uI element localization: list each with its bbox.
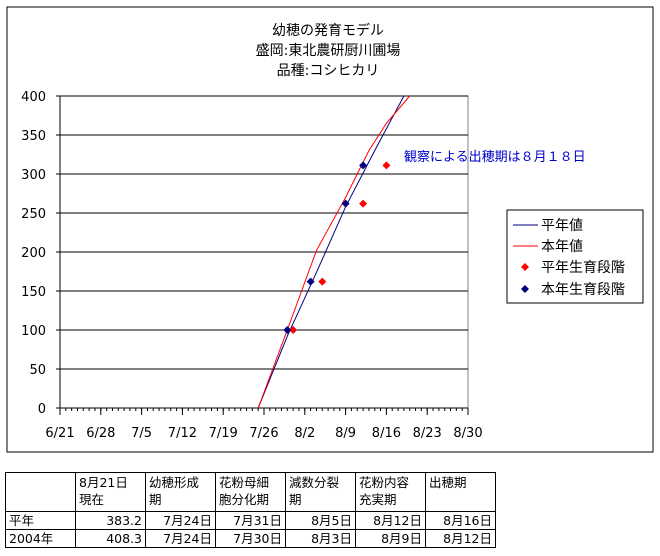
table-row: 2004年 408.3 7月24日 7月30日 8月3日 8月9日 8月12日 [5,529,496,548]
y-tick-label: 100 [21,324,46,339]
x-tick-label: 7/19 [209,426,238,441]
table-cell: 408.3 [75,529,146,548]
series-line-0 [257,95,405,409]
x-tick-label: 8/30 [453,426,482,441]
legend-marker-normal-stage [521,263,529,271]
table-header-row: 8月21日 現在 幼穂形成 期 花粉母細 胞分化期 減数分裂 期 花粉内容 充実… [5,472,496,512]
legend-marker-current-stage [521,285,529,293]
table-cell: 平年 [5,511,76,530]
table-header-cell: 花粉内容 充実期 [355,472,426,512]
data-point-3 [359,161,368,170]
table-header-cell: 減数分裂 期 [285,472,356,512]
gridlines [60,95,468,370]
table-cell: 2004年 [5,529,76,548]
table-cell: 7月24日 [145,529,216,548]
data-point-2 [359,199,368,208]
data-point-3 [283,326,292,334]
table-cell: 7月24日 [145,511,216,530]
table-cell: 8月16日 [425,511,496,530]
legend-label-normal-stage: 平年生育段階 [541,260,625,276]
y-tick-label: 250 [21,207,46,222]
x-tick-label: 7/5 [131,426,152,441]
y-tick-label: 400 [21,90,46,105]
table-header-cell: 花粉母細 胞分化期 [215,472,286,512]
table-header-cell: 出穂期 [425,472,496,512]
table-cell: 8月5日 [285,511,356,530]
chart-title-line-1: 幼穂の発育モデル [272,22,384,39]
y-tick-label: 50 [29,363,46,378]
x-tick-label: 7/26 [249,426,278,441]
axes: 0 50 100 150 200 250 300 350 400 6/21 6/28 7/5 7/12 7… [21,90,482,441]
x-tick-label: 8/9 [335,426,356,441]
x-tick-label: 8/16 [372,426,401,441]
table-header-cell [5,472,76,512]
chart-title-line-2: 盛岡:東北農研厨川圃場 [256,43,401,59]
legend: 平年値 本年値 平年生育段階 本年生育段階 [506,209,644,304]
data-point-2 [289,326,298,334]
y-tick-label: 0 [38,402,46,417]
y-tick-label: 200 [21,246,46,261]
data-point-2 [318,277,327,286]
chart: 幼穂の発育モデル 盛岡:東北農研厨川圃場 品種:コシヒカリ 0 50 100 150 2… [6,6,654,453]
x-tick-label: 8/2 [294,426,315,441]
table-cell: 7月30日 [215,529,286,548]
summary-table: 8月21日 現在 幼穂形成 期 花粉母細 胞分化期 減数分裂 期 花粉内容 充実… [5,472,496,548]
y-tick-label: 150 [21,285,46,300]
x-tick-label: 7/12 [168,426,197,441]
table-cell: 7月31日 [215,511,286,530]
heading-annotation: 観察による出穂期は８月１８日 [404,150,586,165]
series [257,95,411,409]
chart-title-line-3: 品種:コシヒカリ [277,63,380,79]
data-point-3 [341,199,350,208]
legend-label-current-stage: 本年生育段階 [541,282,625,298]
table-cell: 383.2 [75,511,146,530]
data-point-2 [382,161,391,170]
x-tick-label: 6/21 [45,426,74,441]
x-tick-label: 6/28 [86,426,115,441]
data-point-3 [306,277,315,286]
legend-label-current-line: 本年値 [541,239,583,255]
legend-label-normal-line: 平年値 [541,218,583,234]
table-cell: 8月9日 [355,529,426,548]
y-tick-label: 300 [21,168,46,183]
table-cell: 8月3日 [285,529,356,548]
table-header-cell: 幼穂形成 期 [145,472,216,512]
y-tick-label: 350 [21,129,46,144]
x-tick-label: 8/23 [413,426,442,441]
table-header-cell: 8月21日 現在 [75,472,146,512]
table-cell: 8月12日 [425,529,496,548]
table-cell: 8月12日 [355,511,426,530]
table-row: 平年 383.2 7月24日 7月31日 8月5日 8月12日 8月16日 [5,511,496,530]
